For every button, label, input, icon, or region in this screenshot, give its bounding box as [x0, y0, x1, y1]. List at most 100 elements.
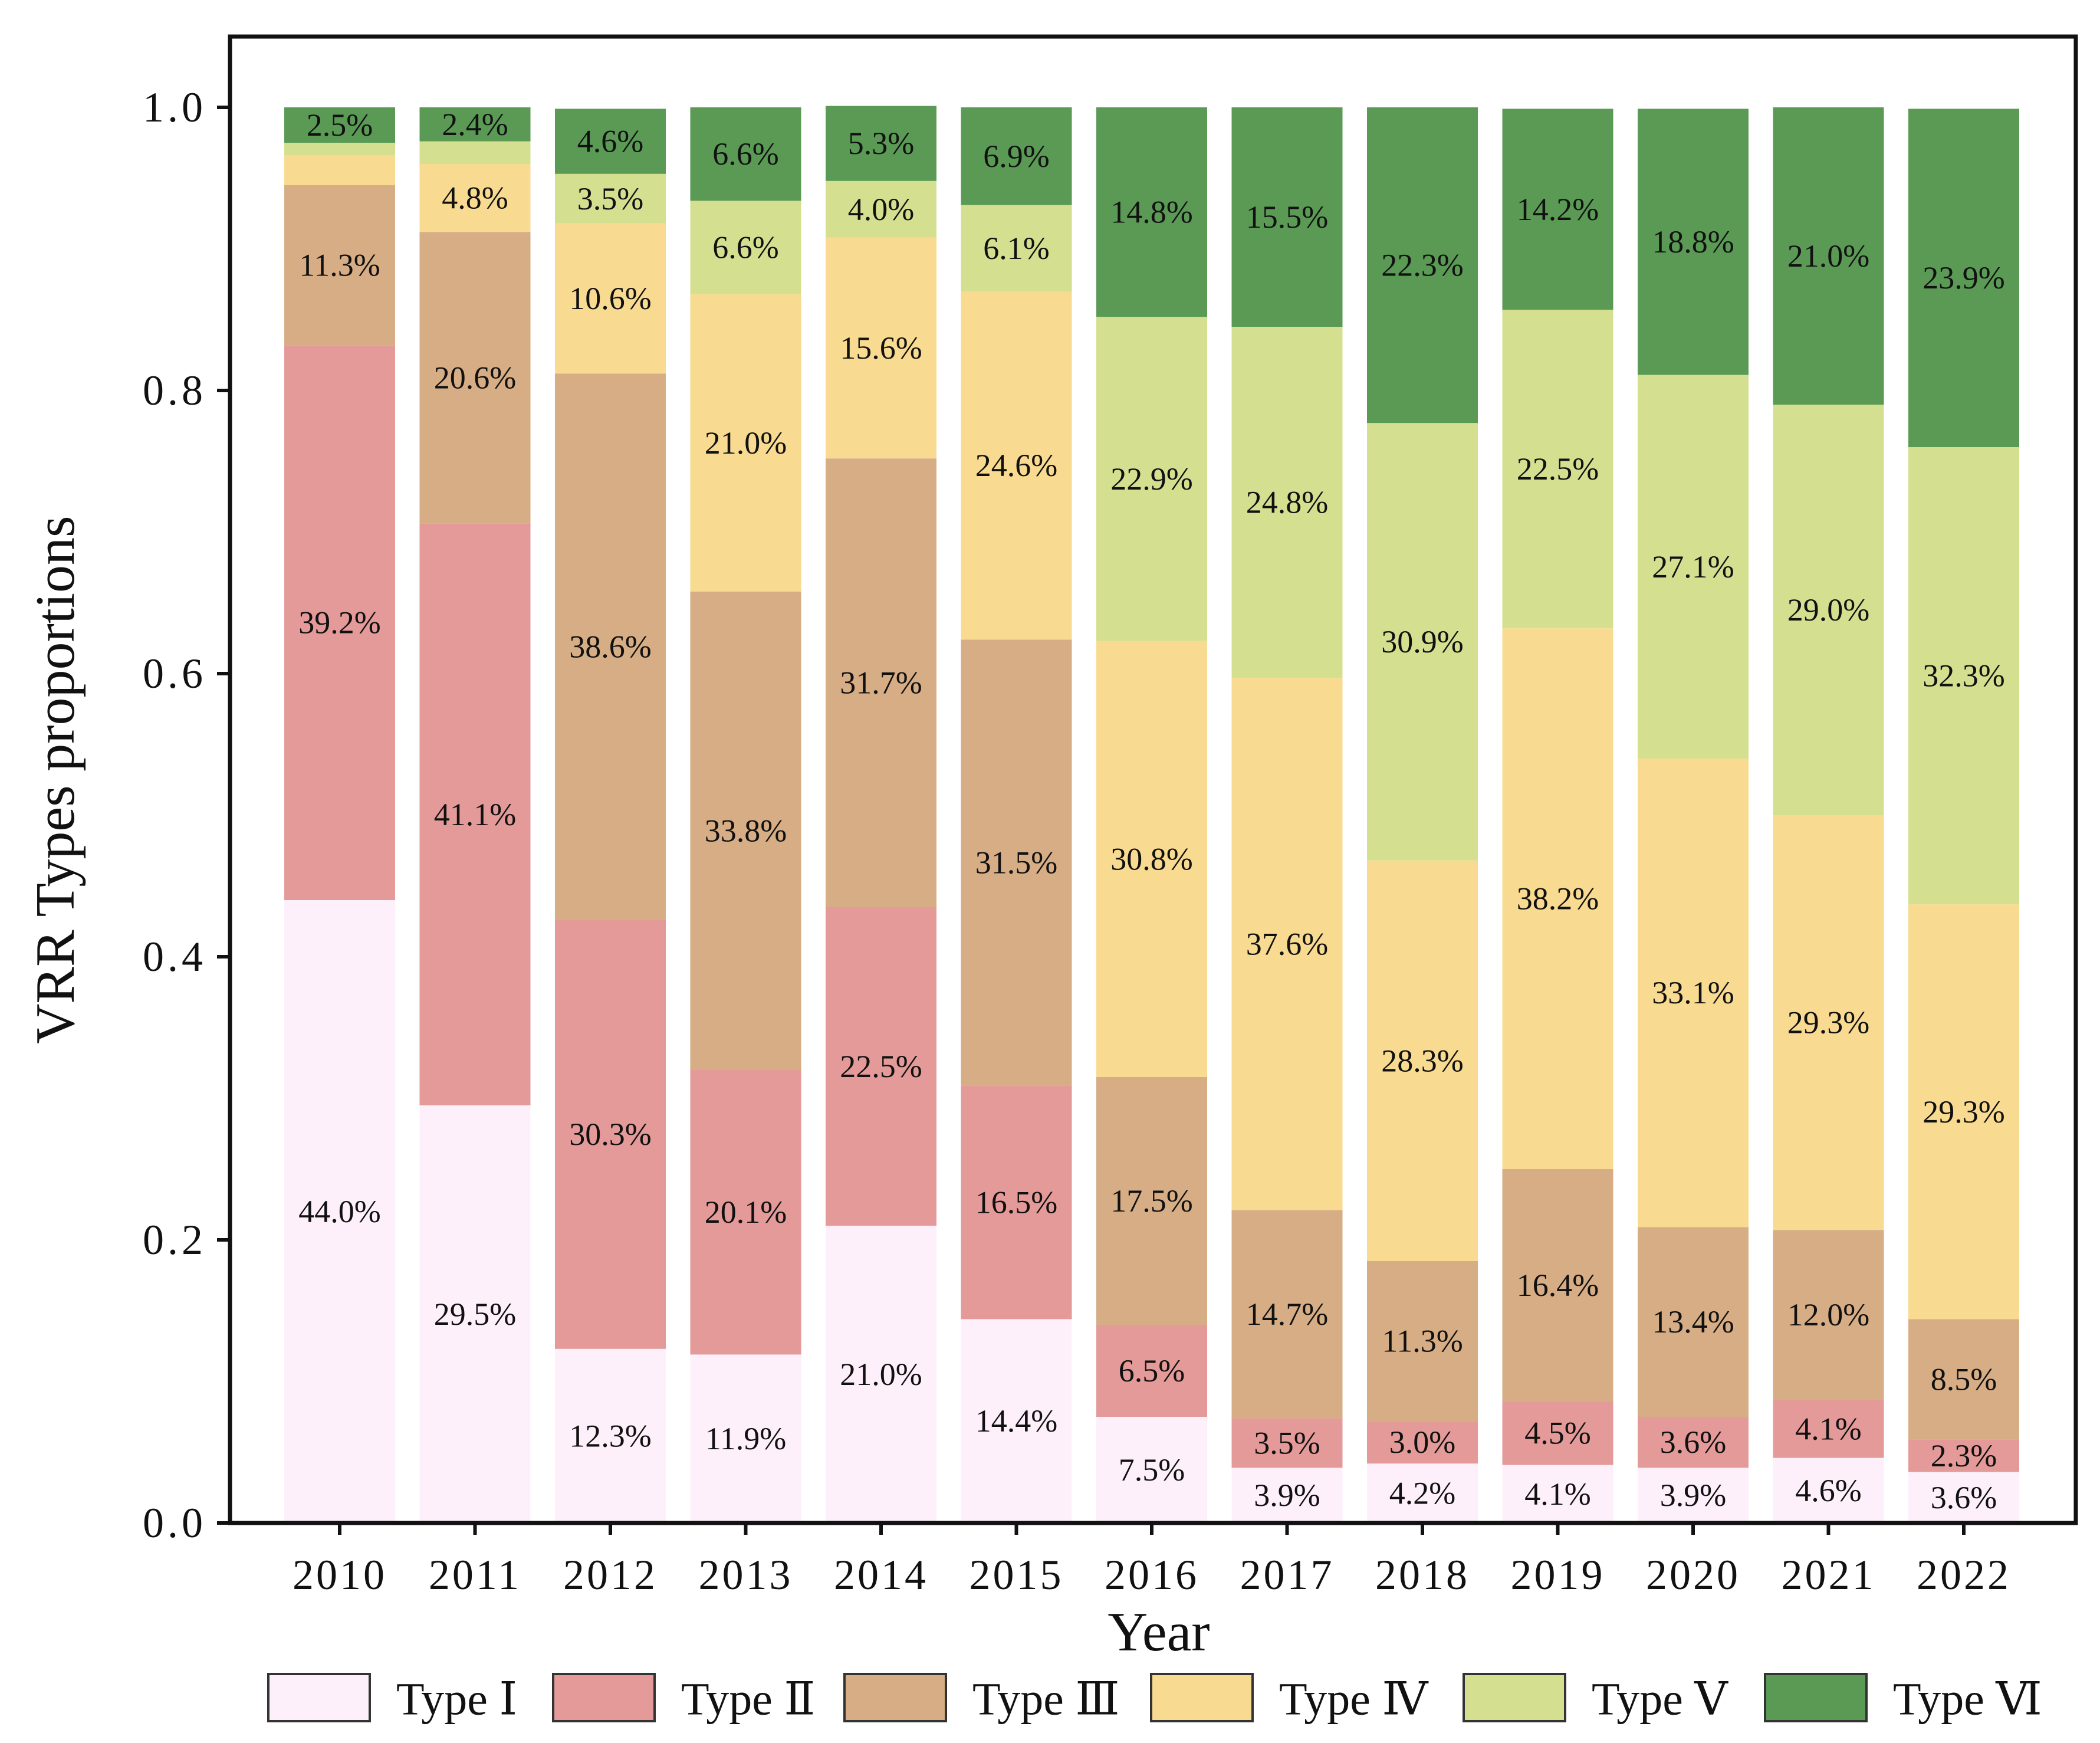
data-label: 20.6%	[434, 360, 516, 395]
data-label: 28.3%	[1381, 1043, 1463, 1078]
legend: Type Ⅰ Type Ⅱ Type Ⅲ Type Ⅳ Type Ⅴ Type Ⅵ	[267, 1673, 2042, 1725]
data-label: 4.2%	[1389, 1476, 1455, 1511]
bar-segment	[1231, 107, 1343, 327]
bar-segment	[284, 185, 395, 346]
data-label: 38.2%	[1517, 881, 1599, 917]
bar-segment	[961, 1319, 1072, 1523]
bar-segment	[419, 107, 531, 142]
y-tick-label: 0.2	[143, 1216, 206, 1263]
bar-segment	[690, 294, 801, 592]
bar-segment	[555, 223, 666, 374]
data-label: 6.6%	[712, 136, 778, 172]
bar-segment	[1908, 447, 2019, 905]
data-label: 7.5%	[1119, 1452, 1185, 1488]
bar-segment	[1502, 1401, 1613, 1465]
bar-segment	[961, 107, 1072, 205]
x-tick-label: 2016	[1105, 1551, 1199, 1598]
bar-segment	[284, 345, 395, 900]
data-label: 31.7%	[840, 665, 922, 701]
data-label: 2.5%	[307, 107, 373, 143]
data-label: 6.6%	[712, 230, 778, 265]
data-label: 6.5%	[1119, 1353, 1185, 1389]
bar-segment	[1367, 423, 1478, 861]
data-label: 14.8%	[1110, 195, 1192, 230]
bar-segment	[826, 237, 936, 459]
legend-swatch	[1764, 1673, 1868, 1722]
bar-segment	[1502, 628, 1613, 1169]
bar-segment	[1096, 1417, 1207, 1523]
data-label: 29.5%	[434, 1296, 516, 1332]
bar-segment	[961, 1085, 1072, 1319]
bar-segment	[555, 920, 666, 1349]
x-tick-label: 2010	[293, 1551, 387, 1598]
data-label: 20.1%	[705, 1194, 787, 1230]
bar-segment	[1367, 860, 1478, 1261]
bar-segment	[1367, 1421, 1478, 1464]
data-label: 21.0%	[1787, 238, 1869, 274]
x-tick-label: 2017	[1240, 1551, 1335, 1598]
data-label: 27.1%	[1652, 549, 1734, 585]
bar-segment	[1908, 1319, 2019, 1440]
data-label: 16.5%	[975, 1184, 1057, 1220]
bar-segment	[555, 373, 666, 920]
bar-segment	[826, 458, 936, 907]
data-label: 17.5%	[1110, 1183, 1192, 1219]
data-label: 14.2%	[1517, 192, 1599, 227]
bar-segment	[419, 232, 531, 524]
x-tick-label: 2014	[834, 1551, 928, 1598]
data-label: 3.6%	[1931, 1480, 1997, 1515]
data-label: 29.0%	[1787, 592, 1869, 628]
data-label: 29.3%	[1922, 1094, 2004, 1130]
bar-segment	[1908, 1472, 2019, 1523]
bar-segment	[1773, 1400, 1884, 1458]
bar-segment	[1908, 1439, 2019, 1472]
data-label: 32.3%	[1922, 658, 2004, 694]
bar-segment	[961, 639, 1072, 1086]
x-tick-label: 2020	[1646, 1551, 1740, 1598]
data-label: 44.0%	[298, 1194, 380, 1229]
data-label: 22.9%	[1110, 461, 1192, 497]
data-label: 10.6%	[569, 281, 651, 316]
bar-segment	[690, 107, 801, 201]
bar-segment	[1502, 1465, 1613, 1523]
bar-segment	[284, 107, 395, 143]
bar-segment	[555, 1348, 666, 1523]
data-label: 22.5%	[1517, 451, 1599, 487]
bar-segment	[1502, 109, 1613, 310]
data-label: 41.1%	[434, 797, 516, 832]
bar-segment	[1231, 327, 1343, 678]
bar-segment	[1638, 1227, 1749, 1417]
data-label: 15.6%	[840, 330, 922, 366]
data-label: 8.5%	[1931, 1361, 1997, 1397]
bar-segment	[1231, 1418, 1343, 1468]
data-label: 15.5%	[1246, 199, 1328, 235]
bar-segment	[1367, 1463, 1478, 1523]
data-label: 12.0%	[1787, 1297, 1869, 1332]
data-label: 30.8%	[1110, 841, 1192, 877]
data-label: 6.9%	[983, 139, 1049, 174]
bar-segment	[1231, 1210, 1343, 1419]
x-tick-label: 2012	[563, 1551, 658, 1598]
bar-segment	[690, 1070, 801, 1355]
data-label: 33.8%	[705, 813, 787, 848]
x-tick-label: 2011	[429, 1551, 521, 1598]
bar-segment	[690, 1354, 801, 1523]
bar-segment	[826, 1226, 936, 1523]
legend-swatch	[552, 1673, 656, 1722]
bar-segment	[1638, 1468, 1749, 1523]
bar-segment	[284, 155, 395, 185]
data-label: 30.3%	[569, 1117, 651, 1152]
data-label: 22.5%	[840, 1049, 922, 1084]
x-tick-label: 2015	[970, 1551, 1064, 1598]
bar-segment	[961, 205, 1072, 291]
data-label: 4.6%	[1795, 1473, 1861, 1508]
bar-segment	[1096, 317, 1207, 641]
data-label: 2.3%	[1931, 1438, 1997, 1473]
bar-segment	[1231, 1468, 1343, 1523]
x-axis-title: Year	[1107, 1601, 1210, 1663]
bars-layer	[284, 106, 2019, 1523]
bar-segment	[1773, 815, 1884, 1230]
x-axis: 2010 2011 2012 2013 2014 2015 2016 2017 2018 2019…	[293, 1523, 2009, 1598]
